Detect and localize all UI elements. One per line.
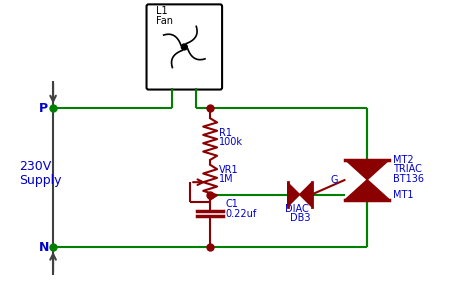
Text: BT136: BT136: [393, 174, 424, 184]
Text: 1M: 1M: [219, 174, 234, 184]
Polygon shape: [346, 160, 389, 180]
Polygon shape: [346, 180, 389, 200]
Text: 100k: 100k: [219, 137, 243, 147]
Polygon shape: [300, 183, 311, 206]
Text: C1: C1: [225, 200, 238, 210]
Text: VR1: VR1: [219, 165, 239, 175]
Text: R1: R1: [219, 128, 232, 138]
Text: N: N: [39, 241, 50, 254]
Text: 230V: 230V: [19, 160, 52, 173]
Text: P: P: [39, 102, 48, 115]
Text: DIAC: DIAC: [285, 205, 309, 214]
Text: Fan: Fan: [156, 16, 173, 26]
Circle shape: [182, 44, 187, 50]
Text: 0.22uf: 0.22uf: [225, 209, 256, 219]
Text: MT2: MT2: [393, 155, 414, 165]
Polygon shape: [288, 183, 300, 206]
Text: G: G: [330, 175, 338, 185]
FancyBboxPatch shape: [146, 4, 222, 90]
Text: DB3: DB3: [290, 213, 310, 223]
Text: L1: L1: [156, 6, 168, 16]
Text: MT1: MT1: [393, 189, 414, 200]
Text: TRIAC: TRIAC: [393, 164, 422, 174]
Text: Supply: Supply: [19, 174, 62, 187]
